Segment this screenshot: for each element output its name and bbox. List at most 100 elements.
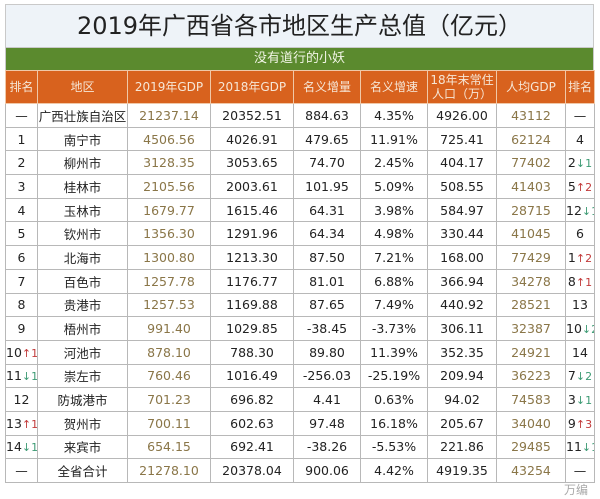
inc-text: -256.03: [302, 368, 352, 384]
increase-cell: 74.70: [293, 150, 361, 176]
rate-text: -25.19%: [367, 368, 421, 384]
pop-text: 209.94: [440, 368, 484, 384]
table-row: — 全省合计 21278.10 20378.04 900.06 4.42% 4919.35 4…: [5, 458, 595, 483]
gdp2019-text: 1679.77: [143, 202, 195, 218]
gdp-2019-cell: 1679.77: [127, 197, 211, 223]
per-capita-cell: 34040: [496, 410, 566, 436]
region-text: 柳州市: [63, 156, 102, 172]
table-header-row: 排名 地区 2019年GDP 2018年GDP 名义增量 名义增速 18年末常住人口（万）人…: [5, 70, 595, 104]
rate-text: -3.73%: [371, 321, 417, 337]
pop-text: 330.44: [440, 226, 484, 242]
increase-cell: 101.95: [293, 174, 361, 199]
region-text: 来宾市: [63, 440, 102, 456]
gdp-2018-cell: 4026.91: [210, 126, 294, 152]
growth-cell: 4.35%: [360, 103, 428, 128]
growth-cell: 11.91%: [360, 126, 428, 152]
gdp-2019-cell: 21278.10: [127, 458, 211, 483]
watermark: 万编: [563, 483, 588, 497]
gdp-2018-cell: 696.82: [210, 387, 294, 412]
rank-change: ↓1: [21, 370, 38, 384]
per-capita-cell: 34278: [496, 268, 566, 294]
increase-cell: 64.34: [293, 221, 361, 247]
pc_rank-text: 10: [566, 321, 582, 337]
rank-cell: 9: [5, 316, 38, 341]
region-cell: 钦州市: [37, 221, 128, 247]
increase-cell: 884.63: [293, 103, 361, 128]
rate-text: -5.53%: [371, 439, 417, 455]
rate-text: 16.18%: [370, 415, 418, 431]
rank-cell: —: [5, 458, 38, 483]
pop-text: 4926.00: [436, 107, 488, 123]
population-cell: 221.86: [427, 434, 497, 460]
per-capita-cell: 43112: [496, 103, 566, 128]
rank-change: ↑1: [21, 417, 38, 431]
inc-text: 64.34: [309, 226, 345, 242]
rate-text: 6.88%: [374, 273, 414, 289]
per-capita-cell: 28715: [496, 197, 566, 223]
gdp2019-text: 760.46: [147, 368, 191, 384]
inc-text: 884.63: [305, 107, 349, 123]
pc_rank-text: 5: [567, 178, 576, 194]
gdp-2018-cell: 20352.51: [210, 103, 294, 128]
table-row: — 广西壮族自治区 21237.14 20352.51 884.63 4.35% 4926.…: [5, 103, 595, 128]
region-text: 钦州市: [63, 227, 102, 243]
region-text: 广西壮族自治区: [38, 108, 127, 124]
growth-cell: 6.88%: [360, 268, 428, 294]
gdp-2019-cell: 1356.30: [127, 221, 211, 247]
rank-text: 12: [13, 392, 30, 408]
gdp-2018-cell: 20378.04: [210, 458, 294, 483]
per-capita-cell: 28521: [496, 292, 566, 318]
gdp-2018-cell: 3053.65: [210, 150, 294, 176]
increase-cell: 64.31: [293, 197, 361, 223]
table-row: 7 百色市 1257.78 1176.77 81.01 6.88% 366.94 34278 8…: [5, 268, 595, 294]
rate-text: 11.39%: [370, 344, 418, 360]
per-capita-cell: 77402: [496, 150, 566, 176]
gdp2018-text: 2003.61: [226, 178, 278, 194]
table-row: 6 北海市 1300.80 1213.30 87.50 7.21% 168.00 77429 1…: [5, 245, 595, 270]
rate-text: 11.91%: [370, 131, 418, 147]
gdp2019-text: 991.40: [147, 321, 191, 337]
inc-text: -38.45: [306, 321, 348, 337]
per-capita-rank-cell: 8↑1: [565, 268, 595, 294]
pop-text: 4919.35: [436, 463, 488, 479]
pc-text: 28521: [511, 297, 551, 313]
gdp2018-text: 1029.85: [226, 321, 278, 337]
table-row: 9 梧州市 991.40 1029.85 -38.45 -3.73% 306.11 32387…: [5, 316, 595, 341]
region-text: 桂林市: [63, 179, 102, 195]
gdp2018-text: 1169.88: [226, 297, 278, 313]
pc_rank-text: 4: [576, 131, 584, 147]
page-title: 2019年广西省各市地区生产总值（亿元）: [5, 4, 594, 48]
growth-cell: 5.09%: [360, 174, 428, 199]
per-capita-cell: 41045: [496, 221, 566, 247]
growth-cell: 11.39%: [360, 339, 428, 365]
pop-text: 205.67: [440, 415, 484, 431]
gdp2019-text: 4506.56: [143, 131, 195, 147]
per-capita-rank-cell: 9↑3: [565, 410, 595, 436]
gdp-table: 排名 地区 2019年GDP 2018年GDP 名义增量 名义增速 18年末常住人口（万）人…: [5, 70, 595, 483]
rank-text: 2: [17, 155, 26, 171]
per-capita-rank-change: ↑3: [575, 417, 593, 431]
per-capita-rank-cell: 12↓1: [565, 197, 595, 223]
region-text: 河池市: [63, 345, 102, 361]
per-capita-rank-cell: 13: [565, 292, 595, 318]
gdp2018-text: 4026.91: [226, 131, 278, 147]
per-capita-rank-cell: 10↓2: [565, 316, 595, 341]
gdp2019-text: 1257.78: [143, 273, 195, 289]
rate-text: 7.49%: [374, 297, 414, 313]
region-cell: 柳州市: [37, 150, 128, 176]
gdp2018-text: 1615.46: [226, 202, 278, 218]
table-row: 2 柳州市 3128.35 3053.65 74.70 2.45% 404.17 77402 2…: [5, 150, 595, 176]
rank-text: 6: [17, 249, 26, 265]
growth-cell: -5.53%: [360, 434, 428, 460]
growth-cell: 2.45%: [360, 150, 428, 176]
pc_rank-text: 14: [572, 344, 588, 360]
table-row: 3 桂林市 2105.56 2003.61 101.95 5.09% 508.55 41403…: [5, 174, 595, 199]
region-cell: 北海市: [37, 245, 128, 270]
gdp-2019-cell: 1257.53: [127, 292, 211, 318]
pop-text: 352.35: [440, 344, 484, 360]
header-rank: 排名: [5, 70, 38, 104]
header-per-capita-rank: 排名: [565, 70, 595, 104]
rank-cell: 13↑1: [5, 410, 38, 436]
rate-text: 4.42%: [374, 463, 414, 479]
gdp-2018-cell: 2003.61: [210, 174, 294, 199]
